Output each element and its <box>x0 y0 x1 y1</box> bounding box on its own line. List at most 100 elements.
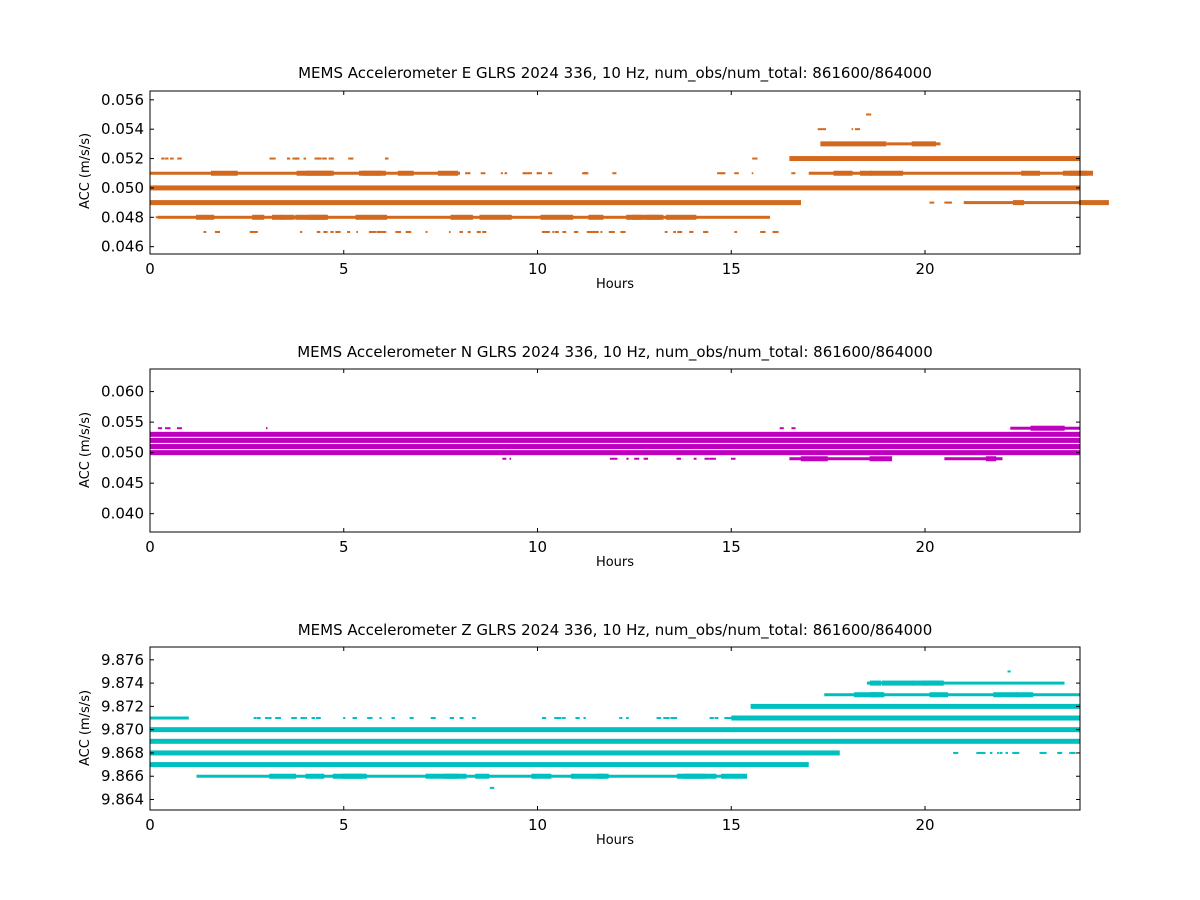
data-point <box>279 717 282 720</box>
data-point-cluster <box>450 214 473 220</box>
y-axis-label: ACC (m/s/s) <box>78 133 93 209</box>
data-point <box>555 230 559 233</box>
data-series-level <box>502 457 512 460</box>
data-point <box>600 230 603 233</box>
data-point <box>468 172 471 175</box>
data-point <box>509 457 512 460</box>
data-point <box>381 230 387 233</box>
data-series-level <box>150 444 1080 450</box>
data-series-level <box>157 427 182 430</box>
data-point <box>317 157 322 160</box>
data-point-cluster <box>272 214 284 220</box>
data-point <box>946 201 952 204</box>
chart-panel-z: MEMS Accelerometer Z GLRS 2024 336, 10 H… <box>78 621 1081 848</box>
data-point-cluster <box>211 170 238 176</box>
data-point-cluster <box>342 773 367 779</box>
data-point <box>854 128 861 131</box>
data-point-cluster <box>871 692 884 698</box>
data-series-level <box>886 141 941 147</box>
data-point <box>619 717 623 720</box>
data-point <box>709 457 712 460</box>
data-point <box>944 201 949 204</box>
data-series-level <box>203 230 779 233</box>
data-point <box>314 157 319 160</box>
data-series-level <box>866 680 1065 686</box>
data-point-cluster <box>854 692 878 698</box>
data-point <box>751 172 754 175</box>
plot-area <box>150 113 1109 233</box>
data-point-cluster <box>588 214 604 220</box>
data-point <box>656 717 662 720</box>
data-point <box>459 717 464 720</box>
data-series-level <box>779 427 796 430</box>
data-point <box>476 230 479 233</box>
data-point <box>352 717 358 720</box>
y-tick-label: 9.864 <box>101 791 144 809</box>
data-point <box>1007 670 1011 673</box>
data-point <box>276 717 281 720</box>
data-point <box>643 457 648 460</box>
data-point <box>249 230 255 233</box>
data-series-level <box>944 456 1003 462</box>
data-point <box>664 230 668 233</box>
data-point <box>253 717 257 720</box>
data-band <box>808 171 1080 175</box>
data-point <box>626 717 629 720</box>
data-point-cluster <box>1012 200 1025 206</box>
data-point <box>504 172 508 175</box>
data-point <box>425 230 428 233</box>
data-point <box>989 751 993 754</box>
data-point <box>268 717 272 720</box>
data-point <box>620 230 624 233</box>
plot-area <box>150 425 1080 462</box>
data-series-level <box>465 172 617 175</box>
data-point <box>671 717 678 720</box>
data-point <box>997 751 999 754</box>
plot-area <box>150 670 1080 789</box>
data-point <box>482 230 487 233</box>
y-tick-label: 0.054 <box>101 120 144 138</box>
y-tick-label: 0.060 <box>101 383 144 401</box>
data-point <box>524 172 530 175</box>
data-series-level <box>150 762 809 768</box>
data-point <box>929 201 935 204</box>
data-point <box>678 457 681 460</box>
data-point <box>335 230 341 233</box>
data-series-level <box>731 715 1080 721</box>
data-point-cluster <box>626 214 642 220</box>
data-point <box>528 172 533 175</box>
data-point-cluster <box>860 170 872 176</box>
data-point-cluster <box>800 456 828 462</box>
data-point <box>256 717 261 720</box>
data-point <box>253 230 258 233</box>
data-point <box>430 717 436 720</box>
data-point-cluster <box>570 773 605 779</box>
data-point <box>489 786 495 789</box>
data-point <box>677 230 683 233</box>
data-point <box>305 717 308 720</box>
y-tick-label: 0.045 <box>101 474 144 492</box>
data-point <box>673 230 676 233</box>
data-series-level <box>150 450 1080 456</box>
data-point <box>1005 751 1008 754</box>
data-point-cluster <box>993 692 1019 698</box>
data-point <box>575 717 579 720</box>
data-point <box>541 717 547 720</box>
data-point-cluster <box>444 773 467 779</box>
axes-frame <box>149 90 1081 255</box>
data-point <box>772 230 778 233</box>
data-point <box>711 457 716 460</box>
x-tick-label: 20 <box>915 538 934 556</box>
data-series-level <box>808 170 1094 176</box>
data-point <box>376 230 382 233</box>
data-point <box>717 172 722 175</box>
data-band <box>150 762 809 768</box>
data-point <box>368 230 373 233</box>
data-series-level <box>789 456 893 462</box>
data-point <box>214 230 220 233</box>
data-point <box>368 717 373 720</box>
data-band <box>150 431 1080 437</box>
data-point <box>613 457 618 460</box>
data-point <box>405 230 412 233</box>
chart-title: MEMS Accelerometer E GLRS 2024 336, 10 H… <box>298 64 932 83</box>
